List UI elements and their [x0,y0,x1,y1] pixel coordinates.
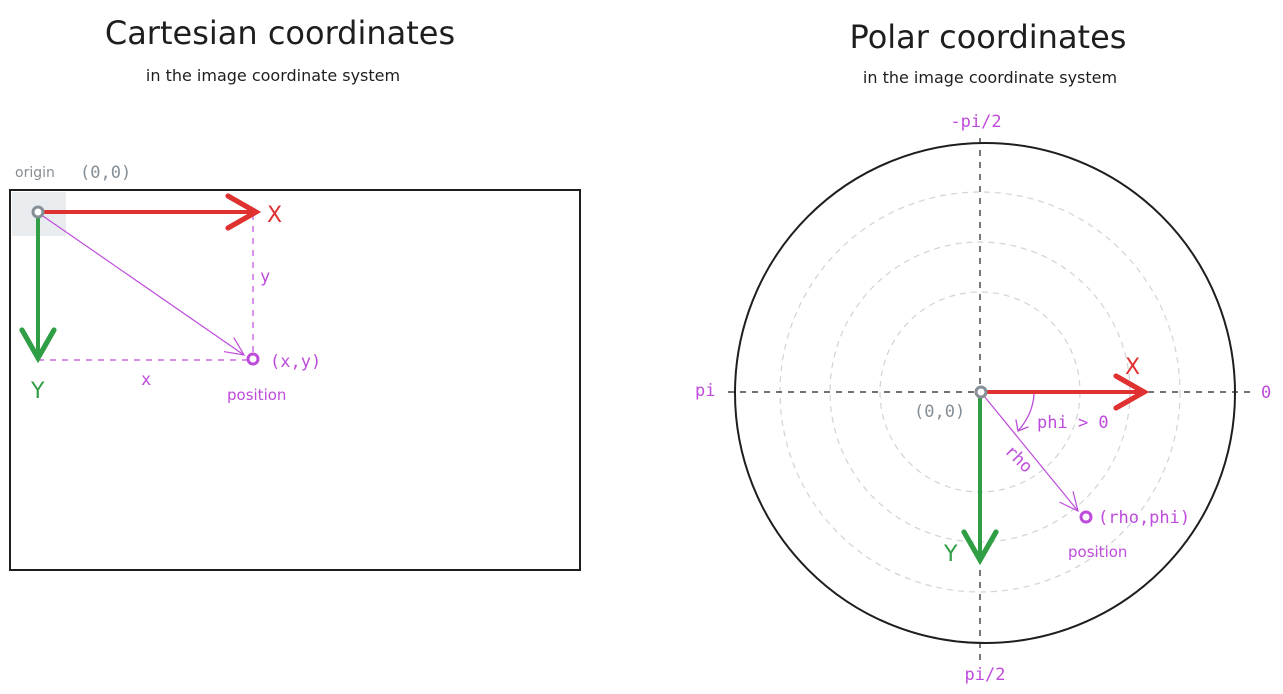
position-caption: position [227,386,286,404]
angle-bottom-label: pi/2 [965,665,1006,685]
angle-phi-label: phi > 0 [1037,413,1109,433]
cartesian-panel: Cartesian coordinates in the image coord… [9,14,581,571]
angle-top-label: -pi/2 [950,112,1001,132]
polar-position-caption: position [1068,543,1127,561]
radius-rho-label: rho [1000,441,1036,477]
polar-origin-coords: (0,0) [914,402,965,422]
angle-right-label: 0 [1261,383,1271,403]
polar-title: Polar coordinates [850,18,1127,56]
polar-position-point [1079,510,1093,524]
outer-circle [734,142,1236,644]
y-axis-label: Y [30,379,45,404]
origin-point [31,205,45,219]
position-point [246,352,260,366]
polar-y-axis-label: Y [943,542,958,567]
position-point-label: (x,y) [270,352,321,372]
cartesian-title: Cartesian coordinates [105,14,455,52]
polar-origin-point [974,385,988,399]
polar-panel: Polar coordinates in the image coordinat… [695,18,1271,685]
angle-arc-head [1015,419,1029,432]
polar-position-label: (rho,phi) [1098,508,1190,528]
cartesian-subtitle: in the image coordinate system [146,66,400,85]
y-dimension-label: y [260,267,270,287]
radius-vector [983,395,1079,513]
angle-left-label: pi [695,381,715,401]
origin-coords: (0,0) [80,163,131,183]
origin-label: origin [15,165,55,181]
position-vector [39,213,246,356]
x-dimension-label: x [141,370,151,390]
angle-arc [1017,393,1035,432]
x-axis-label: X [267,203,282,228]
image-frame [9,189,581,571]
polar-subtitle: in the image coordinate system [863,68,1117,87]
polar-x-axis-label: X [1125,355,1140,380]
